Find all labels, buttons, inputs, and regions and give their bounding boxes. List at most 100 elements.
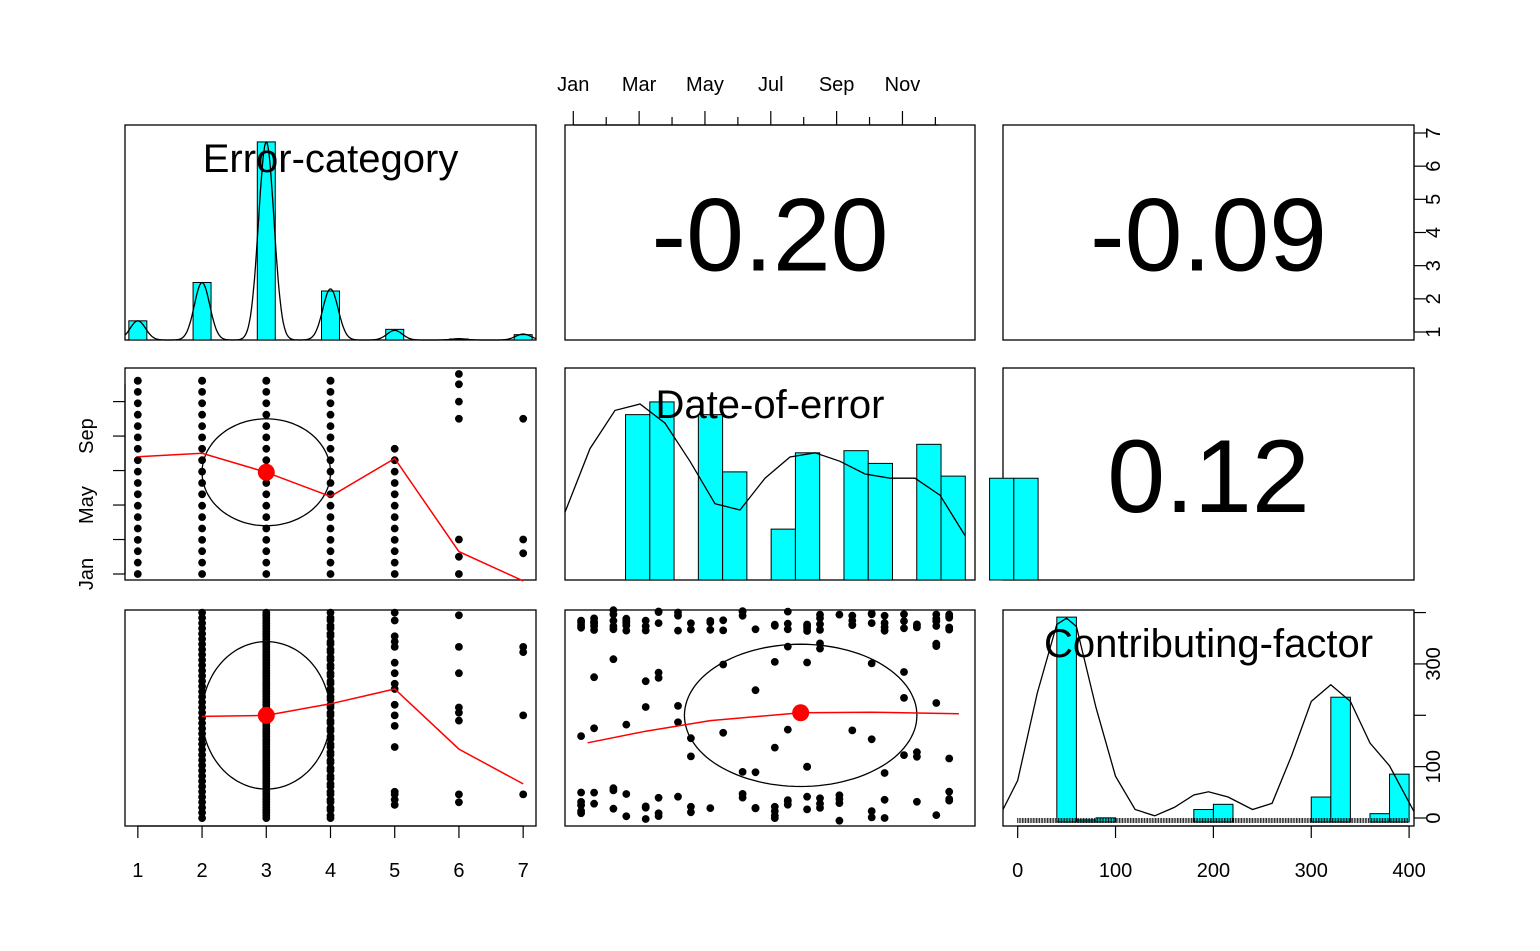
point-84 — [133, 377, 142, 385]
point-22 — [198, 524, 207, 533]
hist-contributing-factor: Contributing-factor — [1002, 616, 1415, 823]
point-55 — [687, 625, 695, 634]
point-152 — [900, 610, 908, 619]
point-17 — [590, 673, 598, 682]
point-56 — [326, 547, 335, 556]
loess-line — [137, 452, 524, 582]
point-158 — [932, 699, 941, 707]
hist-bar-2 — [697, 414, 724, 581]
hist-bar-0 — [1056, 616, 1077, 823]
point-129 — [848, 620, 857, 629]
hist-error-category: Error-category — [124, 137, 537, 341]
density-curve — [1002, 617, 1415, 817]
hist-bar-10 — [989, 477, 1015, 581]
point-2 — [133, 547, 142, 556]
hist-bar-5 — [794, 452, 821, 581]
point-29 — [198, 444, 207, 453]
point-109 — [816, 626, 824, 634]
point-200 — [519, 643, 528, 651]
hist-bar-1 — [192, 281, 212, 341]
point-51 — [262, 399, 271, 408]
point-14 — [133, 410, 142, 419]
hist-bar-8 — [916, 443, 942, 581]
point-96 — [519, 535, 528, 544]
point-65 — [326, 444, 335, 453]
right-tick-label-4: 5 — [1423, 194, 1445, 205]
point-5 — [133, 513, 142, 521]
xcf-tick-label-0: 0 — [1012, 860, 1023, 882]
hist-bar-1 — [649, 401, 675, 581]
density-curve — [564, 403, 966, 536]
point-72 — [390, 570, 399, 578]
point-176 — [390, 743, 399, 751]
top-tick-label-3: Jul — [758, 74, 784, 96]
point-137 — [880, 611, 889, 620]
point-94 — [770, 743, 779, 752]
point-167 — [945, 625, 954, 634]
point-175 — [945, 795, 954, 803]
point-12 — [577, 788, 585, 797]
point-89 — [783, 607, 792, 616]
point-63 — [687, 802, 695, 811]
point-68 — [326, 410, 335, 419]
point-189 — [455, 798, 463, 807]
point-39 — [198, 608, 207, 617]
point-48 — [262, 433, 271, 442]
point-52 — [641, 616, 650, 625]
point-140 — [867, 659, 876, 668]
point-142 — [867, 813, 876, 822]
point-90 — [770, 658, 779, 666]
point-146 — [900, 668, 908, 676]
point-50 — [262, 410, 271, 419]
panel-frame-1-1 — [564, 367, 976, 581]
point-18 — [198, 570, 207, 578]
point-55 — [326, 558, 335, 567]
correlation-value-2: 0.12 — [1107, 419, 1309, 535]
hist-date-of-error: Date-of-error — [564, 383, 1039, 581]
point-114 — [803, 620, 811, 629]
point-126 — [835, 791, 844, 800]
point-81 — [390, 467, 399, 476]
point-69 — [719, 616, 728, 625]
point-177 — [390, 722, 399, 730]
left-tick-label-1: May — [76, 486, 98, 524]
left-tick-label-0: Jan — [76, 558, 98, 590]
point-104 — [803, 658, 811, 667]
x-tick-label-3: 4 — [325, 860, 336, 882]
point-41 — [262, 513, 271, 521]
point-59 — [687, 619, 695, 628]
point-49 — [262, 422, 271, 430]
mean-point — [792, 704, 810, 722]
point-3 — [590, 799, 598, 808]
point-174 — [932, 610, 941, 619]
point-24 — [609, 804, 618, 813]
right-tick-label-1: 2 — [1423, 293, 1445, 304]
point-3 — [133, 536, 142, 544]
point-54 — [674, 702, 682, 710]
scatter-date-vs-factor — [577, 606, 959, 825]
point-90 — [455, 535, 463, 544]
point-12 — [133, 433, 142, 442]
point-113 — [816, 620, 824, 629]
hist-bar-11 — [1013, 477, 1039, 581]
point-154 — [900, 751, 908, 759]
correlation-ellipse — [683, 643, 918, 788]
left-tick-label-2: Sep — [76, 418, 98, 454]
point-80 — [390, 479, 399, 487]
point-188 — [390, 608, 399, 617]
point-32 — [198, 410, 207, 419]
point-20 — [198, 547, 207, 556]
point-172 — [932, 617, 941, 625]
point-66 — [706, 804, 715, 812]
right-tick-label-5: 6 — [1423, 161, 1445, 172]
hist-bar-0 — [128, 320, 148, 341]
point-18 — [577, 616, 585, 625]
right-factor-tick-label-1: 100 — [1423, 750, 1445, 783]
point-65 — [687, 752, 695, 761]
point-198 — [519, 711, 528, 720]
point-49 — [654, 608, 663, 616]
point-93 — [783, 619, 792, 628]
point-166 — [932, 811, 941, 819]
point-117 — [816, 610, 824, 619]
top-tick-label-2: May — [686, 74, 724, 96]
